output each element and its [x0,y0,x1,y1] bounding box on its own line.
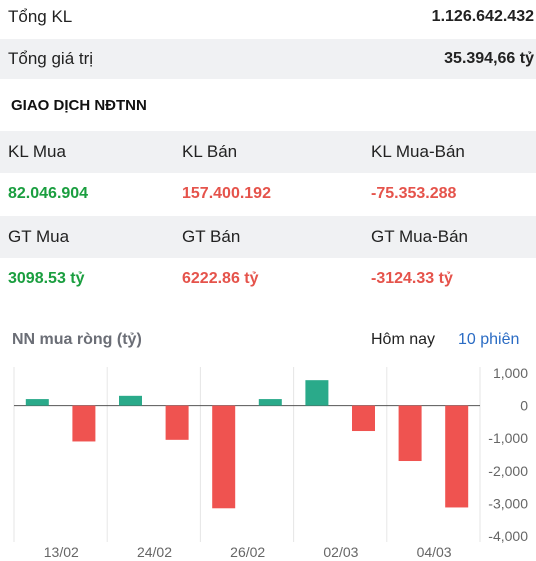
bar-8 [398,405,422,462]
value-value-row: 3098.53 tỷ 6222.86 tỷ -3124.33 tỷ [0,258,536,300]
x-tick-label: 24/02 [137,544,172,560]
x-tick-label: 26/02 [230,544,265,560]
total-value-row: Tổng giá trị 35.394,66 tỷ [0,39,536,79]
sell-value-value: 6222.86 tỷ [182,270,259,287]
sell-volume-header: KL Bán [182,142,238,161]
total-value-value: 35.394,66 tỷ [444,50,534,67]
y-tick-label: -2,000 [488,463,528,479]
bar-9 [445,405,469,508]
y-tick-label: 0 [520,398,528,414]
buy-value-header: GT Mua [8,227,70,246]
value-header-row: GT Mua GT Bán GT Mua-Bán [0,216,536,258]
bar-2 [119,395,142,406]
net-value-value: -3124.33 tỷ [371,270,453,287]
y-tick-label: 1,000 [493,365,528,381]
buy-volume-value: 82.046.904 [8,185,89,202]
y-tick-label: -3,000 [488,495,528,511]
total-value-label: Tổng giá trị [8,49,94,68]
net-buy-bar-chart: 1,000 0 -1,000 -2,000 -3,000 -4,000 13/02 24/02… [13,365,528,560]
bar-5 [258,399,282,406]
net-value-header: GT Mua-Bán [371,227,469,246]
bar-3 [165,405,189,440]
y-tick-label: -4,000 [488,528,528,544]
tab-10-sessions[interactable]: 10 phiên [458,331,520,348]
tab-today[interactable]: Hôm nay [371,331,436,348]
bar-7 [352,405,375,432]
total-volume-label: Tổng KL [8,7,73,26]
bar-4 [212,405,236,509]
buy-volume-header: KL Mua [8,142,66,161]
foreign-trade-section-header: GIAO DỊCH NĐTNN [0,84,536,126]
volume-header-row: KL Mua KL Bán KL Mua-Bán [0,131,536,173]
total-volume-row: Tổng KL 1.126.642.432 [0,0,536,37]
net-volume-header: KL Mua-Bán [371,142,465,161]
volume-value-row: 82.046.904 157.400.192 -75.353.288 [0,173,536,215]
bar-0 [25,399,49,406]
x-tick-label: 02/03 [323,544,358,560]
net-volume-value: -75.353.288 [371,185,457,202]
buy-value-value: 3098.53 tỷ [8,270,85,287]
x-tick-label: 04/03 [417,544,452,560]
bar-6 [305,380,329,406]
sell-value-header: GT Bán [182,227,241,246]
chart-title: NN mua ròng (tỷ) [12,331,142,348]
sell-volume-value: 157.400.192 [182,185,271,202]
chart-header: NN mua ròng (tỷ) Hôm nay 10 phiên [0,325,536,357]
section-title: GIAO DỊCH NĐTNN [11,96,147,114]
y-tick-label: -1,000 [488,430,528,446]
total-volume-value: 1.126.642.432 [431,8,534,25]
x-tick-label: 13/02 [44,544,79,560]
bar-1 [72,405,96,442]
